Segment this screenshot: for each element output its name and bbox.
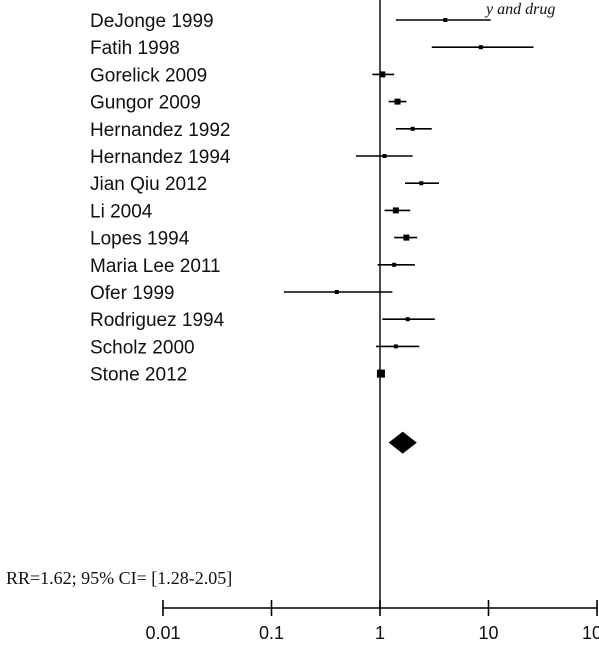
point-estimate bbox=[443, 18, 448, 22]
study-label: DeJonge 1999 bbox=[90, 11, 214, 32]
study-label: Gungor 2009 bbox=[90, 93, 201, 114]
study-label: Gorelick 2009 bbox=[90, 65, 207, 86]
study-label: Rodriguez 1994 bbox=[90, 310, 225, 331]
study-label: Hernandez 1992 bbox=[90, 120, 231, 141]
study-label: Fatih 1998 bbox=[90, 38, 180, 59]
point-estimate bbox=[376, 369, 385, 378]
point-estimate bbox=[403, 234, 410, 241]
study-label: Maria Lee 2011 bbox=[90, 256, 221, 277]
tick-label: 1 bbox=[375, 623, 385, 643]
tick-label: 0.01 bbox=[145, 623, 180, 643]
study-label: Hernandez 1994 bbox=[90, 147, 231, 168]
study-label: Jian Qiu 2012 bbox=[90, 174, 207, 195]
point-estimate bbox=[379, 71, 386, 78]
pooled-diamond bbox=[388, 431, 417, 454]
point-estimate bbox=[405, 317, 410, 322]
study-label: Scholz 2000 bbox=[90, 337, 195, 358]
study-marks bbox=[283, 18, 534, 378]
point-estimate bbox=[382, 154, 387, 158]
point-estimate bbox=[392, 207, 399, 214]
point-estimate bbox=[393, 344, 398, 349]
study-label: Ofer 1999 bbox=[90, 283, 175, 304]
header-fragment: y and drug bbox=[484, 1, 555, 18]
point-estimate bbox=[419, 181, 424, 186]
summary-text: RR=1.62; 95% CI= [1.28-2.05] bbox=[6, 568, 232, 588]
x-axis: 0.01 0.1 1 10 100 bbox=[145, 600, 599, 643]
study-label: Li 2004 bbox=[90, 201, 153, 222]
study-labels: DeJonge 1999 Fatih 1998 Gorelick 2009 Gungo… bbox=[90, 11, 231, 386]
tick-label: 100 bbox=[582, 623, 599, 643]
point-estimate bbox=[392, 262, 397, 267]
point-estimate bbox=[394, 98, 401, 105]
tick-label: 10 bbox=[478, 623, 498, 643]
study-label: Stone 2012 bbox=[90, 365, 187, 386]
point-estimate bbox=[478, 45, 483, 50]
point-estimate bbox=[410, 126, 415, 131]
tick-label: 0.1 bbox=[259, 623, 284, 643]
study-label: Lopes 1994 bbox=[90, 229, 190, 250]
point-estimate bbox=[334, 290, 339, 294]
